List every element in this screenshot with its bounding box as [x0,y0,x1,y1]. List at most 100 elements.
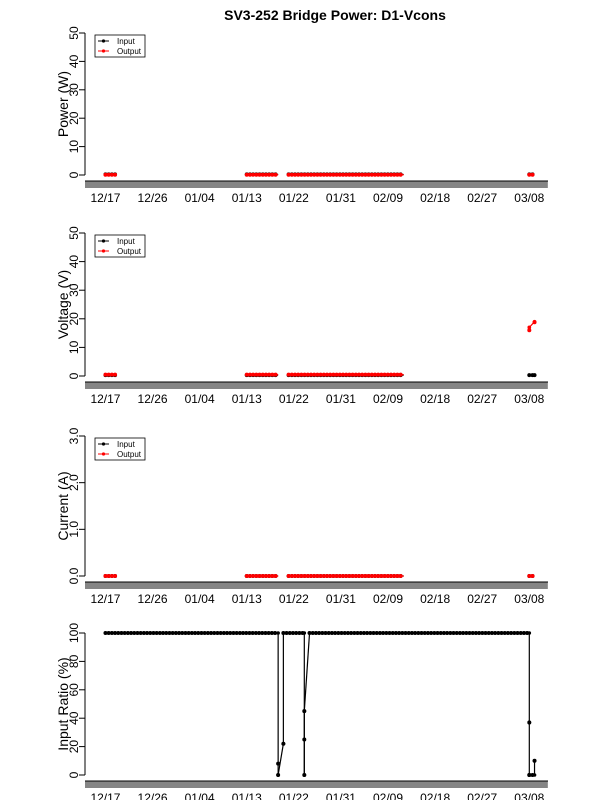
data-point [331,574,336,578]
data-point [269,631,274,635]
data-point [299,172,304,177]
data-point [328,372,333,377]
data-point [276,631,280,635]
data-point [527,773,532,777]
data-point [254,372,259,377]
data-point [373,172,378,177]
panel-1: 0 10 20 30 40 50 Power (W) 12/17 12/26 01/04 01/13… [55,26,548,205]
data-point [315,574,320,578]
data-point [209,631,214,635]
data-point [281,631,286,635]
legend-marker [101,49,106,53]
x-tick-label: 02/27 [467,392,497,406]
data-point [502,631,507,635]
data-point [441,631,446,635]
data-point [448,631,453,635]
data-point [318,172,323,177]
data-point [141,631,146,635]
data-point [392,574,397,578]
data-point [527,574,532,578]
data-point [379,172,384,177]
x-tick-label: 02/27 [467,191,497,205]
data-point [173,631,178,635]
data-point [355,631,360,635]
data-point [145,631,150,635]
data-point [390,631,395,635]
data-point [310,631,315,635]
data-point [381,631,386,635]
x-tick-label: 01/31 [326,791,356,800]
data-point [109,574,114,578]
data-point [341,574,346,578]
data-point [260,574,265,578]
x-tick-label: 01/13 [232,392,262,406]
data-point [369,172,374,177]
data-point [257,574,262,578]
data-point [521,631,526,635]
data-point [307,631,312,635]
data-point [347,172,352,177]
data-point [289,172,294,177]
data-point [337,372,342,377]
data-point [347,372,352,377]
data-point [257,172,262,177]
x-tick-label: 02/18 [420,791,450,800]
data-point [360,574,365,578]
x-tick-label: 03/08 [514,592,544,606]
legend-label: Input [117,237,136,246]
y-tick-label: 20 [67,111,81,125]
data-point [241,631,246,635]
data-point [331,372,336,377]
data-point [384,631,389,635]
data-point [270,574,275,578]
y-tick-label: 30 [67,283,81,297]
data-point [312,172,317,177]
data-point [186,631,191,635]
legend-marker [101,452,106,456]
data-point [122,631,127,635]
data-point [403,631,408,635]
data-point [532,373,537,378]
data-point [286,372,291,377]
data-point [231,631,236,635]
x-tick-label: 01/31 [326,191,356,205]
data-point [366,172,371,177]
x-tick-label: 01/22 [279,592,309,606]
data-point [339,631,344,635]
data-point [138,631,143,635]
data-point [276,773,281,777]
data-point [132,631,137,635]
data-point [305,172,310,177]
data-point [183,631,188,635]
legend-label: Output [117,247,142,256]
data-point [344,172,349,177]
data-point [328,172,333,177]
y-tick-label: 40 [67,255,81,269]
data-point [419,631,424,635]
data-point [305,372,310,377]
chart-title: SV3-252 Bridge Power: D1-Vcons [224,7,446,23]
data-point [385,574,390,578]
data-point [344,372,349,377]
data-point [244,372,249,377]
data-point [350,172,355,177]
legend-marker [101,239,106,243]
data-point [382,372,387,377]
data-point [385,172,390,177]
data-point [341,172,346,177]
data-point [293,172,298,177]
data-point [321,372,326,377]
data-point [103,631,108,635]
y-tick-label: 1.0 [67,521,81,538]
data-point [154,631,159,635]
data-point [416,631,421,635]
data-point [228,631,233,635]
x-tick-label: 02/09 [373,791,403,800]
data-point [387,631,392,635]
data-point [318,574,323,578]
data-point [167,631,172,635]
y-axis-label: Power (W) [55,71,71,137]
x-tick-strip [85,582,548,589]
x-tick-strip [85,781,548,788]
data-point [257,372,262,377]
